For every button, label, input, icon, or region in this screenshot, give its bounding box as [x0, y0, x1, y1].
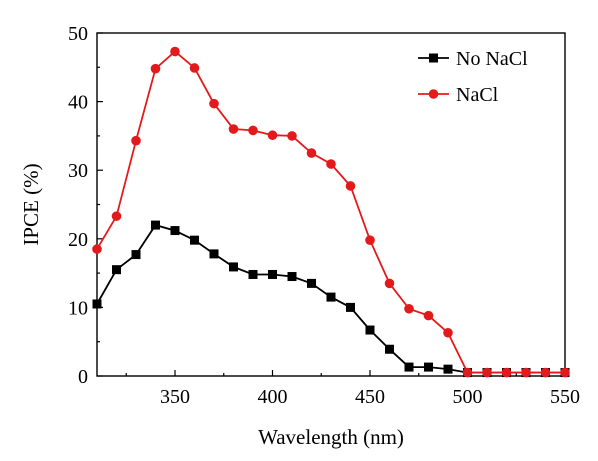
data-point-nacl [326, 159, 336, 169]
data-point-nacl [462, 367, 473, 378]
data-point-nacl [501, 367, 512, 378]
data-point-nacl [150, 63, 161, 74]
x-tick-label: 400 [258, 386, 288, 408]
data-point-nacl [92, 244, 102, 254]
data-point-nacl [443, 327, 453, 338]
data-point-no-nacl [287, 272, 297, 282]
axes: 0 10 20 30 40 50 350 400 450 500 550 [68, 23, 580, 408]
data-point-nacl [248, 125, 258, 136]
data-point-nacl [345, 181, 356, 191]
data-point-no-nacl [151, 220, 160, 230]
x-tick-label: 550 [550, 386, 580, 408]
data-point-nacl [209, 98, 219, 109]
y-tick-label: 40 [68, 92, 88, 114]
data-point-no-nacl [307, 278, 316, 288]
data-point-no-nacl [268, 269, 277, 279]
data-point-nacl [423, 310, 434, 321]
legend-marker-nacl [428, 89, 439, 99]
data-point-no-nacl [248, 269, 258, 279]
data-point-nacl [482, 367, 492, 378]
data-point-no-nacl [112, 265, 121, 275]
data-point-no-nacl [346, 302, 355, 312]
data-point-nacl [267, 130, 278, 141]
data-point-no-nacl [404, 362, 414, 372]
data-point-nacl [521, 367, 531, 378]
data-point-nacl [540, 367, 551, 378]
data-point-nacl [384, 278, 395, 289]
data-point-no-nacl [424, 362, 433, 372]
legend-label-nacl: NaCl [456, 84, 499, 106]
data-point-nacl [170, 46, 180, 57]
data-point-no-nacl [190, 235, 199, 245]
x-tick-label: 350 [160, 386, 190, 408]
x-tick-label: 500 [453, 386, 483, 408]
data-point-nacl [131, 135, 141, 146]
y-tick-label: 50 [68, 23, 88, 45]
data-point-no-nacl [131, 250, 141, 260]
data-point-nacl [306, 148, 317, 158]
data-point-nacl [228, 124, 239, 134]
y-tick-label: 10 [68, 297, 88, 319]
y-axis-title: IPCE (%) [19, 163, 43, 245]
data-point-nacl [287, 131, 297, 141]
y-tick-label: 20 [68, 229, 88, 251]
y-tick-label: 30 [68, 160, 88, 182]
data-point-no-nacl [229, 262, 238, 272]
legend: No NaCl NaCl [418, 48, 528, 106]
data-point-no-nacl [92, 299, 102, 309]
data-point-no-nacl [170, 226, 180, 236]
series-layer [92, 46, 570, 378]
data-point-nacl [111, 211, 122, 221]
x-axis-title: Wavelength (nm) [258, 425, 404, 449]
x-tick-label: 450 [355, 386, 385, 408]
data-point-nacl [560, 367, 570, 378]
data-point-no-nacl [443, 364, 453, 374]
data-point-no-nacl [385, 344, 394, 354]
y-tick-label: 0 [78, 366, 88, 388]
data-point-nacl [189, 63, 200, 73]
data-point-no-nacl [365, 325, 375, 335]
legend-label-no-nacl: No NaCl [456, 48, 528, 70]
data-point-nacl [365, 235, 375, 245]
data-point-no-nacl [326, 292, 336, 302]
data-point-nacl [404, 303, 414, 314]
data-point-no-nacl [209, 249, 219, 259]
legend-marker-no-nacl [429, 53, 438, 63]
